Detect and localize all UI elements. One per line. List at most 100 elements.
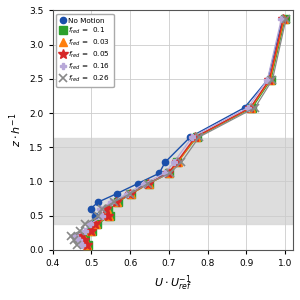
$f_{red}$ =  0.26 [79, 229, 82, 232]
Line: No Motion: No Motion [77, 16, 286, 248]
$f_{red}$ =  0.03 [147, 182, 151, 185]
$f_{red}$ =  0.16 [143, 182, 146, 185]
$f_{red}$ =  0.16 [110, 200, 113, 204]
$f_{red}$ =  0.05 [85, 243, 88, 247]
Line: $f_{red}$ =  0.03: $f_{red}$ = 0.03 [77, 15, 288, 249]
No Motion [93, 214, 97, 218]
$f_{red}$ =  0.03 [130, 192, 133, 196]
$f_{red}$ =  0.05 [89, 229, 92, 232]
$f_{red}$ =  0.26 [271, 78, 274, 81]
$f_{red}$ =  0.16 [246, 106, 250, 110]
$f_{red}$ =  0.05 [93, 222, 97, 226]
$f_{red}$ =  0.05 [194, 135, 197, 139]
$f_{red}$ =  0.26 [112, 200, 116, 204]
No Motion [79, 234, 82, 237]
$f_{red}$ =  0.03 [105, 207, 109, 211]
$f_{red}$ =  0.26 [75, 243, 78, 247]
$f_{red}$ =  0.03 [89, 229, 93, 232]
$f_{red}$ =  0.03 [249, 106, 253, 110]
No Motion [90, 222, 94, 226]
$f_{red}$ =  0.26 [197, 135, 201, 139]
X-axis label: $U \cdot U_{ref}^{-1}$: $U \cdot U_{ref}^{-1}$ [154, 274, 192, 293]
$f_{red}$ =  0.26 [97, 214, 100, 218]
Bar [52, 138, 293, 224]
No Motion [158, 172, 161, 175]
$f_{red}$ =  0.26 [84, 222, 87, 226]
No Motion [85, 229, 89, 232]
$f_{red}$ =  0.26 [284, 17, 288, 20]
$f_{red}$ =  0.1 [147, 182, 151, 185]
$f_{red}$ =  0.05 [282, 17, 285, 20]
$f_{red}$ =  0.03 [85, 243, 89, 247]
$f_{red}$ =  0.16 [125, 192, 129, 196]
No Motion [266, 78, 270, 81]
Line: $f_{red}$ =  0.16: $f_{red}$ = 0.16 [72, 16, 284, 248]
$f_{red}$ =  0.16 [77, 238, 81, 242]
$f_{red}$ =  0.05 [78, 234, 82, 237]
$f_{red}$ =  0.16 [98, 207, 102, 211]
$f_{red}$ =  0.03 [94, 222, 98, 226]
$f_{red}$ =  0.05 [106, 214, 110, 218]
$f_{red}$ =  0.26 [100, 207, 104, 211]
$f_{red}$ =  0.1 [106, 207, 110, 211]
$f_{red}$ =  0.05 [249, 106, 252, 110]
$f_{red}$ =  0.03 [115, 200, 119, 204]
$f_{red}$ =  0.16 [80, 243, 84, 247]
No Motion [281, 17, 284, 20]
$f_{red}$ =  0.16 [73, 234, 77, 237]
$f_{red}$ =  0.03 [83, 238, 86, 242]
$f_{red}$ =  0.1 [269, 78, 273, 81]
$f_{red}$ =  0.16 [163, 172, 166, 175]
$f_{red}$ =  0.16 [88, 222, 92, 226]
$f_{red}$ =  0.26 [69, 234, 73, 237]
$f_{red}$ =  0.26 [72, 238, 76, 242]
$f_{red}$ =  0.05 [175, 160, 178, 164]
Line: $f_{red}$ =  0.26: $f_{red}$ = 0.26 [67, 15, 290, 249]
$f_{red}$ =  0.05 [114, 200, 118, 204]
$f_{red}$ =  0.03 [282, 17, 286, 20]
$f_{red}$ =  0.16 [280, 17, 283, 20]
$f_{red}$ =  0.1 [95, 222, 99, 226]
No Motion [188, 135, 192, 139]
$f_{red}$ =  0.03 [167, 172, 171, 175]
No Motion [115, 192, 118, 196]
$f_{red}$ =  0.1 [167, 172, 171, 175]
$f_{red}$ =  0.03 [194, 135, 198, 139]
$f_{red}$ =  0.26 [146, 182, 150, 185]
$f_{red}$ =  0.03 [79, 234, 83, 237]
$f_{red}$ =  0.05 [166, 172, 170, 175]
$f_{red}$ =  0.03 [107, 214, 111, 218]
$f_{red}$ =  0.16 [190, 135, 194, 139]
$f_{red}$ =  0.1 [86, 243, 90, 247]
$f_{red}$ =  0.05 [146, 182, 150, 185]
No Motion [136, 182, 140, 185]
$f_{red}$ =  0.03 [268, 78, 272, 81]
$f_{red}$ =  0.05 [268, 78, 271, 81]
Line: $f_{red}$ =  0.05: $f_{red}$ = 0.05 [75, 14, 289, 250]
$f_{red}$ =  0.1 [176, 160, 179, 164]
$f_{red}$ =  0.1 [90, 229, 94, 232]
$f_{red}$ =  0.16 [266, 78, 269, 81]
Legend: No Motion, $f_{red}$ =  0.1, $f_{red}$ =  0.03, $f_{red}$ =  0.05, $f_{red}$ =  : No Motion, $f_{red}$ = 0.1, $f_{red}$ = … [56, 14, 114, 87]
$f_{red}$ =  0.1 [84, 238, 87, 242]
$f_{red}$ =  0.1 [116, 200, 119, 204]
$f_{red}$ =  0.1 [130, 192, 133, 196]
$f_{red}$ =  0.16 [84, 229, 87, 232]
Line: $f_{red}$ =  0.1: $f_{red}$ = 0.1 [78, 15, 289, 249]
No Motion [84, 243, 87, 247]
$f_{red}$ =  0.26 [168, 172, 172, 175]
$f_{red}$ =  0.05 [82, 238, 86, 242]
$f_{red}$ =  0.16 [172, 160, 176, 164]
$f_{red}$ =  0.26 [253, 106, 257, 110]
$f_{red}$ =  0.16 [100, 214, 104, 218]
$f_{red}$ =  0.26 [179, 160, 183, 164]
No Motion [81, 238, 85, 242]
$f_{red}$ =  0.05 [129, 192, 132, 196]
Y-axis label: $z \cdot h^{-1}$: $z \cdot h^{-1}$ [7, 113, 23, 147]
$f_{red}$ =  0.1 [250, 106, 254, 110]
$f_{red}$ =  0.26 [128, 192, 132, 196]
No Motion [89, 207, 92, 211]
No Motion [243, 106, 246, 110]
$f_{red}$ =  0.05 [104, 207, 107, 211]
$f_{red}$ =  0.03 [176, 160, 180, 164]
